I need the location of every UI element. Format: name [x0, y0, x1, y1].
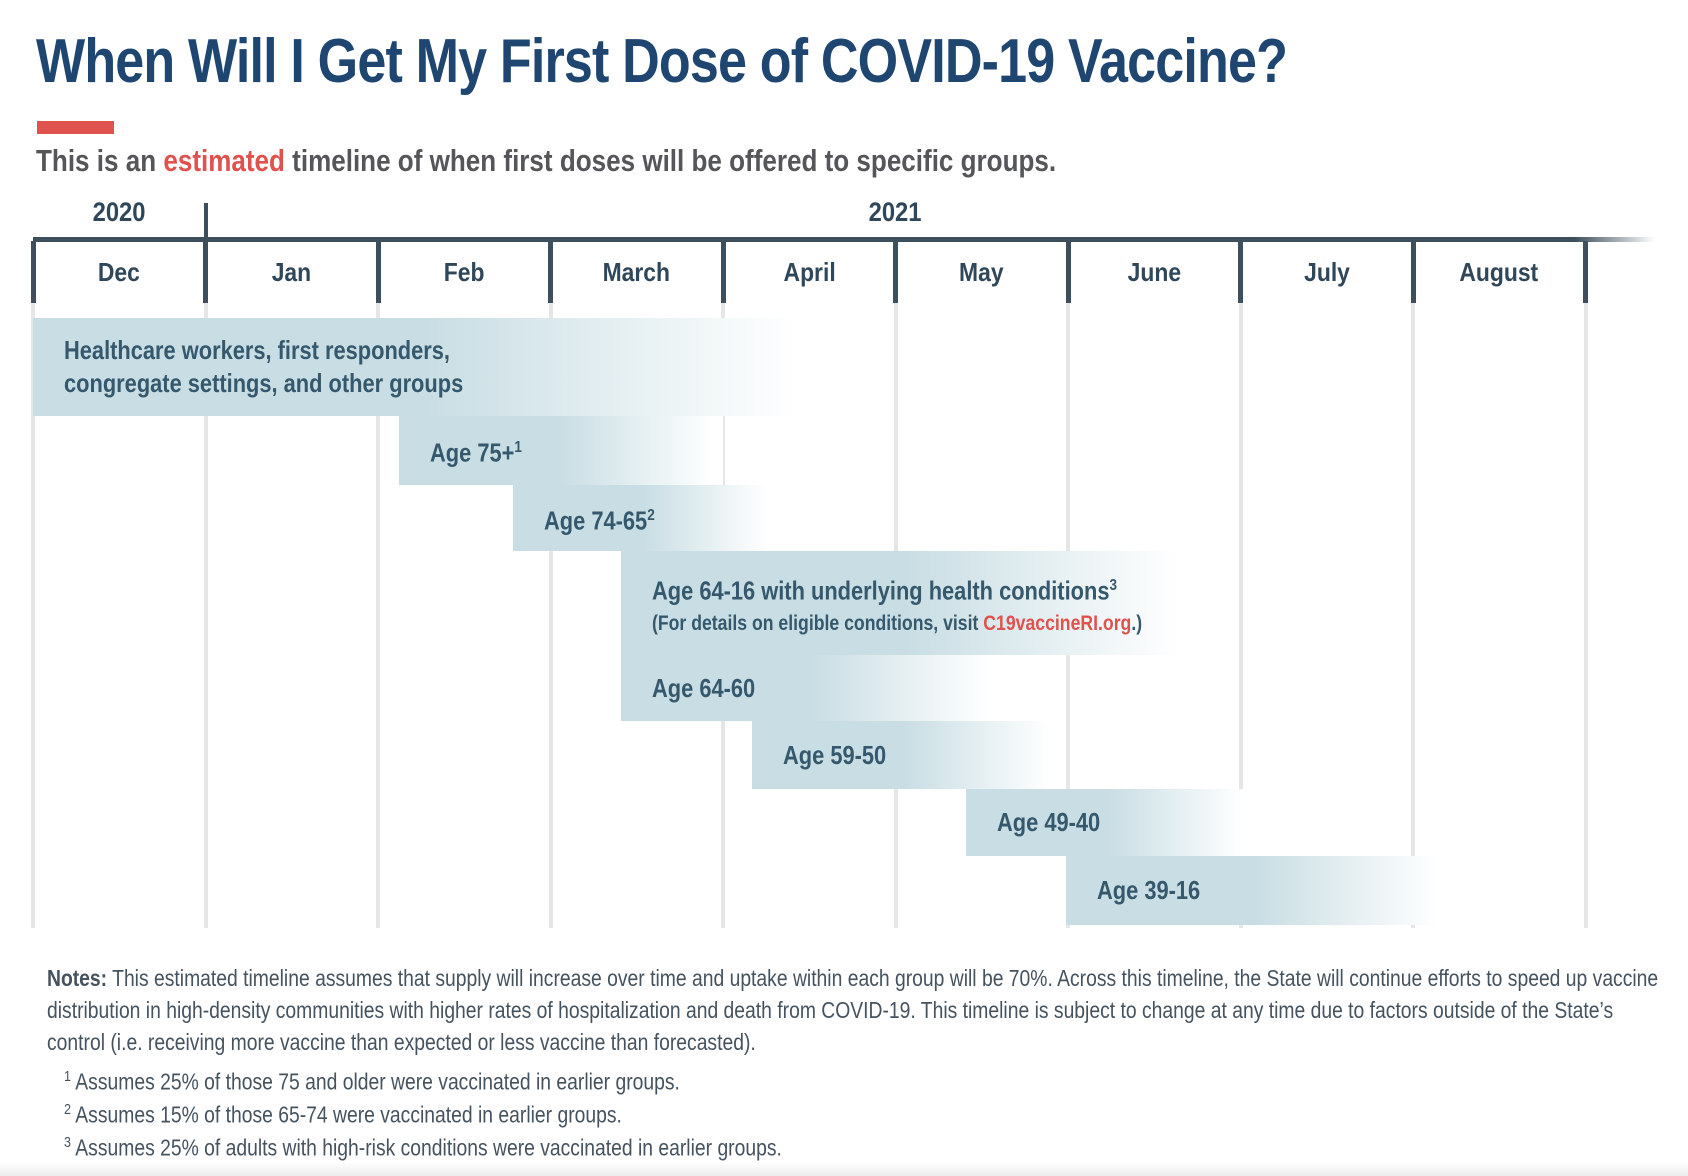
month-label-april: April [723, 250, 896, 295]
page-title: When Will I Get My First Dose of COVID-1… [36, 26, 1688, 97]
footnote-marker: 3 [1109, 575, 1118, 594]
month-divider-line [1065, 241, 1071, 303]
month-gridline [1238, 303, 1243, 928]
bar-label: Age 59-50 [783, 739, 1059, 772]
month-label-jan: Jan [206, 250, 379, 295]
month-divider-line [1583, 241, 1588, 303]
page-bottom-shadow [0, 1162, 1688, 1176]
page-subtitle-text: This is an estimated timeline of when fi… [36, 143, 1056, 179]
bar-label-text: Age 39-16 [1097, 875, 1201, 905]
month-label-june: June [1068, 250, 1241, 295]
year-label-2020: 2020 [92, 197, 146, 227]
notes-body: This estimated timeline assumes that sup… [47, 965, 1659, 1055]
timeline-bar-5: Age 64-60 [621, 655, 1001, 721]
bar-sublabel: (For details on eligible conditions, vis… [652, 610, 1195, 637]
timeline-bar-2: Age 75+1 [398, 416, 723, 485]
month-gridline [31, 303, 35, 928]
subtitle-suffix: timeline of when first doses will be off… [284, 143, 1057, 178]
month-label-dec: Dec [33, 250, 206, 295]
bar-label-text: Age 74-652 [543, 505, 655, 536]
bar-label: Age 49-40 [997, 806, 1251, 839]
month-gridline [203, 303, 208, 928]
year-label-2021: 2021 [869, 197, 922, 227]
footnote-marker: 3 [64, 1134, 71, 1151]
month-label-text: June [1127, 257, 1181, 287]
title-accent-rule [37, 121, 114, 134]
bar-label: Age 64-60 [652, 672, 1001, 705]
timeline-bar-6: Age 59-50 [752, 721, 1060, 789]
c19vaccineri-link[interactable]: C19vaccineRI.org [983, 612, 1132, 636]
footnote-1: 1 Assumes 25% of those 75 and older were… [64, 1068, 680, 1095]
bar-label-line2-text: congregate settings, and other groups [64, 368, 464, 398]
bar-label: Age 39-16 [1097, 874, 1449, 907]
timeline-bar-1: Healthcare workers, first responders, con… [33, 318, 822, 416]
timeline-bar-4: Age 64-16 with underlying health conditi… [621, 551, 1196, 655]
bar-label-text: Age 75+1 [429, 437, 522, 468]
footnote-marker: 2 [646, 505, 655, 524]
footnote-marker: 1 [514, 438, 522, 457]
subtitle-prefix: This is an [36, 143, 164, 178]
month-label-text: July [1303, 257, 1350, 287]
bar-label: Age 64-16 with underlying health conditi… [652, 569, 1195, 608]
month-label-feb: Feb [378, 250, 551, 295]
month-label-text: May [959, 257, 1004, 287]
year-divider-line [203, 203, 208, 237]
footnote-marker: 1 [64, 1068, 71, 1085]
timeline-bar-8: Age 39-16 [1066, 856, 1450, 925]
bar-label-line2: congregate settings, and other groups [64, 367, 821, 400]
month-label-text: Dec [98, 257, 141, 287]
footnote-marker: 2 [64, 1101, 71, 1118]
month-divider-line [1238, 241, 1243, 303]
subtitle-highlight: estimated [163, 143, 285, 178]
month-divider-line [1410, 241, 1416, 303]
bar-label: Age 75+1 [430, 431, 723, 470]
month-divider-line [548, 241, 553, 303]
month-label-text: March [603, 257, 671, 287]
month-gridline [376, 303, 380, 928]
timeline-bar-3: Age 74-652 [512, 485, 775, 551]
month-label-march: March [551, 250, 724, 295]
notes-block: Notes: This estimated timeline assumes t… [47, 962, 1668, 1058]
bar-sublabel-text: (For details on eligible conditions, vis… [652, 610, 1142, 637]
notes-label: Notes: [47, 965, 108, 991]
timeline-bar-7: Age 49-40 [966, 789, 1251, 856]
month-gridline [1583, 303, 1588, 928]
axis-top-rule [33, 237, 1655, 242]
bar-label-text: Age 59-50 [783, 739, 887, 770]
month-gridline [1411, 303, 1415, 928]
footnotes-block: 1 Assumes 25% of those 75 and older were… [64, 1060, 1660, 1161]
month-label-text: Jan [272, 257, 312, 287]
month-divider-line [893, 241, 898, 303]
month-divider-line [203, 241, 208, 303]
bar-label: Age 74-652 [544, 499, 775, 538]
month-label-july: July [1241, 250, 1414, 295]
bar-sublabel-prefix: (For details on eligible conditions, vis… [652, 612, 984, 636]
bar-label-text: Healthcare workers, first responders, [64, 335, 451, 365]
page-title-text: When Will I Get My First Dose of COVID-1… [36, 27, 1288, 96]
month-label-text: April [783, 257, 836, 287]
month-divider-line [30, 241, 36, 303]
page-subtitle: This is an estimated timeline of when fi… [36, 143, 1688, 179]
month-label-august: August [1413, 250, 1586, 295]
bar-label: Healthcare workers, first responders, [64, 334, 821, 367]
month-label-may: May [896, 250, 1069, 295]
bar-sublabel-suffix: .) [1131, 612, 1143, 636]
month-label-text: Feb [443, 257, 485, 287]
month-divider-line [375, 241, 381, 303]
month-gridline [548, 303, 553, 928]
footnote-2: 2 Assumes 15% of those 65-74 were vaccin… [64, 1101, 622, 1128]
bar-label-text: Age 49-40 [997, 807, 1101, 837]
bar-label-text: Age 64-16 with underlying health conditi… [652, 575, 1118, 606]
month-label-text: August [1459, 257, 1539, 287]
month-divider-line [720, 241, 726, 303]
bar-label-text: Age 64-60 [652, 672, 756, 703]
footnote-3: 3 Assumes 25% of adults with high-risk c… [64, 1134, 782, 1161]
